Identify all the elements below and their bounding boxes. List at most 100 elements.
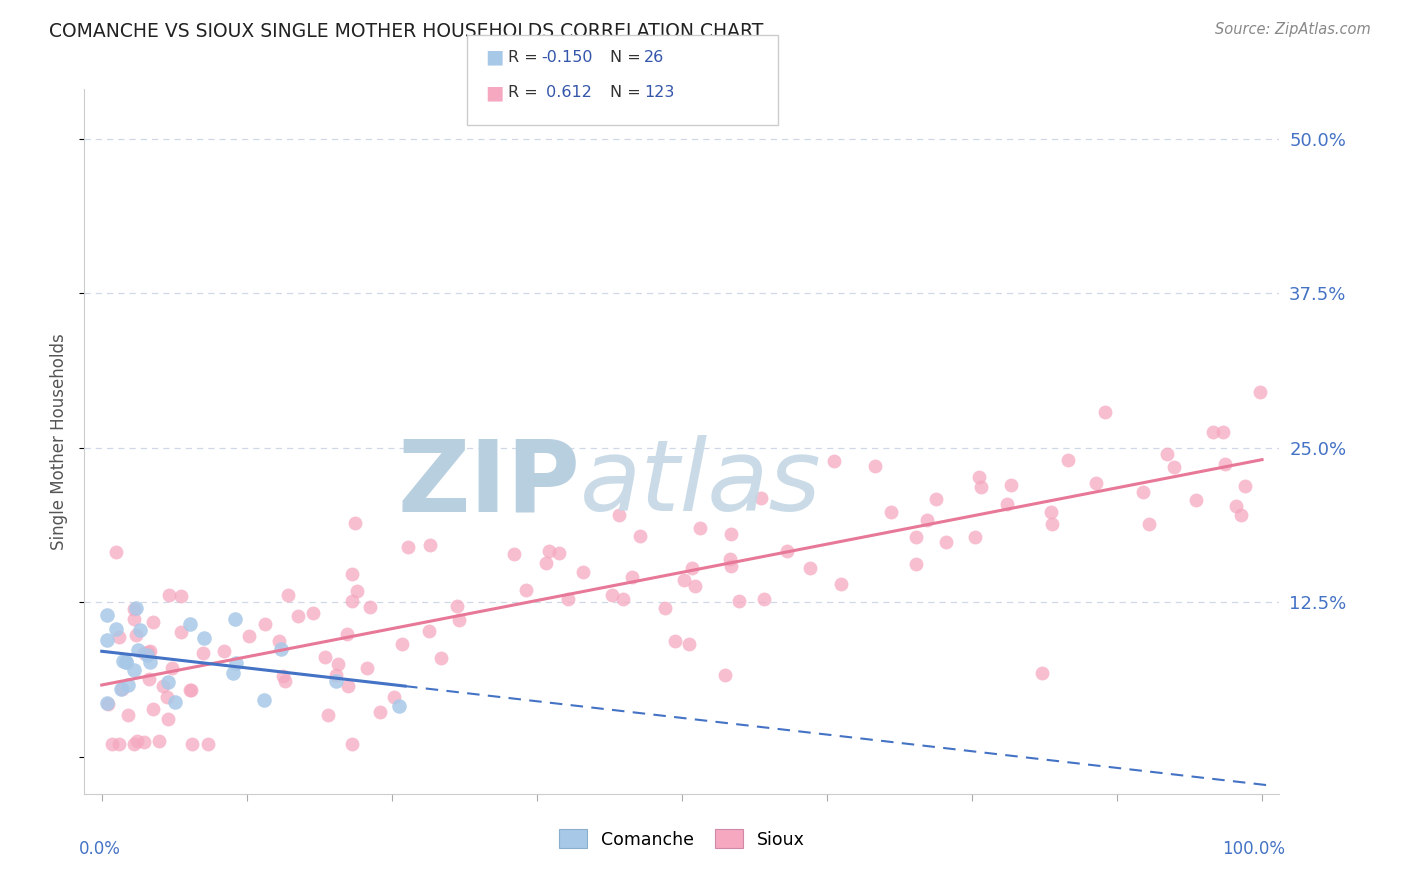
Point: [287, 608, 309, 623]
Point: [156, 675, 179, 690]
Point: [132, 646, 155, 660]
Text: 123: 123: [644, 86, 675, 100]
Point: [502, 547, 524, 561]
Point: [728, 594, 751, 608]
Point: [536, 556, 558, 570]
Point: [125, 628, 148, 642]
Point: [110, 682, 132, 697]
Point: [96, 633, 118, 648]
Point: [678, 637, 700, 651]
Point: [101, 738, 124, 752]
Point: [823, 454, 845, 468]
Point: [905, 558, 928, 572]
Point: [905, 530, 928, 544]
Point: [388, 698, 411, 713]
Point: [391, 637, 413, 651]
Point: [396, 541, 419, 555]
Point: [139, 643, 162, 657]
Point: [602, 588, 624, 602]
Point: [664, 633, 686, 648]
Text: ■: ■: [485, 47, 503, 67]
Point: [1233, 479, 1256, 493]
Point: [628, 529, 651, 543]
Point: [654, 600, 676, 615]
Point: [179, 682, 201, 697]
Point: [253, 693, 276, 707]
Point: [127, 643, 149, 657]
Point: [751, 491, 773, 505]
Point: [673, 574, 696, 588]
Point: [277, 588, 299, 602]
Point: [314, 650, 336, 665]
Point: [316, 708, 339, 723]
Point: [108, 738, 131, 752]
Point: [122, 663, 145, 677]
Point: [515, 582, 537, 597]
Point: [1031, 665, 1053, 680]
Point: [136, 648, 159, 662]
Point: [180, 683, 202, 698]
Point: [139, 655, 162, 669]
Text: 0.0%: 0.0%: [79, 839, 121, 858]
Point: [1212, 425, 1234, 440]
Point: [830, 576, 852, 591]
Point: [115, 655, 138, 669]
Point: [142, 702, 165, 716]
Point: [112, 655, 135, 669]
Point: [1042, 517, 1064, 532]
Point: [253, 617, 276, 632]
Text: ZIP: ZIP: [398, 435, 581, 533]
Point: [142, 615, 165, 630]
Point: [612, 592, 634, 607]
Point: [225, 656, 247, 670]
Text: R =: R =: [508, 86, 543, 100]
Point: [179, 616, 201, 631]
Point: [160, 661, 183, 675]
Point: [111, 682, 134, 697]
Text: Source: ZipAtlas.com: Source: ZipAtlas.com: [1215, 22, 1371, 37]
Point: [340, 567, 363, 582]
Point: [356, 661, 378, 675]
Point: [557, 592, 579, 607]
Point: [1202, 425, 1225, 440]
Point: [117, 707, 139, 722]
Point: [96, 696, 118, 710]
Point: [970, 479, 993, 493]
Text: -0.150: -0.150: [541, 50, 593, 64]
Point: [157, 712, 180, 726]
Point: [681, 561, 703, 575]
Point: [124, 602, 146, 616]
Point: [197, 738, 219, 752]
Point: [1229, 508, 1251, 522]
Point: [340, 593, 363, 607]
Point: [336, 627, 359, 641]
Point: [1039, 506, 1062, 520]
Point: [191, 646, 214, 660]
Point: [621, 570, 644, 584]
Point: [915, 513, 938, 527]
Point: [138, 672, 160, 686]
Point: [271, 669, 294, 683]
Point: [963, 530, 986, 544]
Point: [776, 543, 799, 558]
Point: [547, 545, 569, 559]
Point: [270, 641, 292, 656]
Point: [224, 612, 246, 626]
Point: [683, 579, 706, 593]
Point: [879, 504, 901, 518]
Point: [1213, 457, 1236, 471]
Point: [537, 544, 560, 558]
Point: [863, 459, 886, 474]
Point: [1156, 447, 1178, 461]
Text: COMANCHE VS SIOUX SINGLE MOTHER HOUSEHOLDS CORRELATION CHART: COMANCHE VS SIOUX SINGLE MOTHER HOUSEHOL…: [49, 22, 763, 41]
Point: [274, 673, 297, 688]
Text: R =: R =: [508, 50, 543, 64]
Point: [221, 666, 243, 681]
Point: [342, 738, 364, 752]
Point: [714, 668, 737, 682]
Point: [97, 697, 120, 711]
Point: [1094, 405, 1116, 419]
Point: [1163, 460, 1185, 475]
Point: [156, 690, 179, 705]
Point: [212, 644, 235, 658]
